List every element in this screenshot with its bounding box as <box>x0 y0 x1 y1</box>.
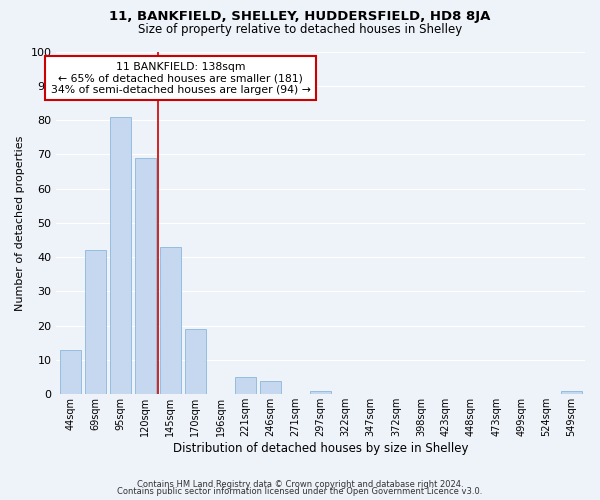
Bar <box>85 250 106 394</box>
Bar <box>260 380 281 394</box>
Text: 11 BANKFIELD: 138sqm
← 65% of detached houses are smaller (181)
34% of semi-deta: 11 BANKFIELD: 138sqm ← 65% of detached h… <box>50 62 311 95</box>
Text: Contains HM Land Registry data © Crown copyright and database right 2024.: Contains HM Land Registry data © Crown c… <box>137 480 463 489</box>
Bar <box>235 377 256 394</box>
Y-axis label: Number of detached properties: Number of detached properties <box>15 135 25 310</box>
Text: Size of property relative to detached houses in Shelley: Size of property relative to detached ho… <box>138 22 462 36</box>
Bar <box>135 158 156 394</box>
Bar <box>160 247 181 394</box>
Bar <box>59 350 81 395</box>
X-axis label: Distribution of detached houses by size in Shelley: Distribution of detached houses by size … <box>173 442 469 455</box>
Bar <box>560 391 582 394</box>
Text: Contains public sector information licensed under the Open Government Licence v3: Contains public sector information licen… <box>118 487 482 496</box>
Text: 11, BANKFIELD, SHELLEY, HUDDERSFIELD, HD8 8JA: 11, BANKFIELD, SHELLEY, HUDDERSFIELD, HD… <box>109 10 491 23</box>
Bar <box>110 116 131 394</box>
Bar <box>185 329 206 394</box>
Bar <box>310 391 331 394</box>
